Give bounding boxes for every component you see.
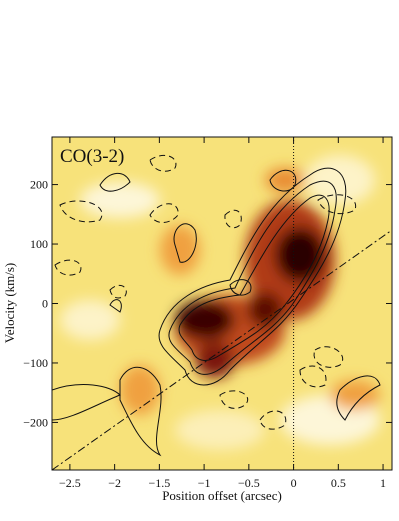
x-tick-label: 0.5 — [331, 476, 346, 490]
annotation: CO(3-2) — [60, 146, 124, 167]
y-tick-label: 200 — [30, 178, 48, 192]
x-tick-label: −2 — [108, 476, 121, 490]
x-tick-label: 1 — [380, 476, 386, 490]
rotation-line — [52, 229, 392, 470]
negative-contours — [54, 155, 357, 430]
x-tick-label: −2.5 — [59, 476, 81, 490]
x-tick-label: −1 — [198, 476, 211, 490]
contours — [52, 167, 381, 457]
y-tick-label: 0 — [42, 297, 48, 311]
x-tick-label: −0.5 — [238, 476, 260, 490]
y-axis-label: Velocity (km/s) — [2, 263, 17, 344]
y-tick-label: −100 — [23, 356, 48, 370]
intensity-map — [52, 137, 392, 470]
y-tick-label: 100 — [30, 237, 48, 251]
y-tick-label: −200 — [23, 415, 48, 429]
x-tick-label: 0 — [291, 476, 297, 490]
x-axis-label: Position offset (arcsec) — [162, 488, 282, 503]
x-tick-label: −1.5 — [148, 476, 170, 490]
